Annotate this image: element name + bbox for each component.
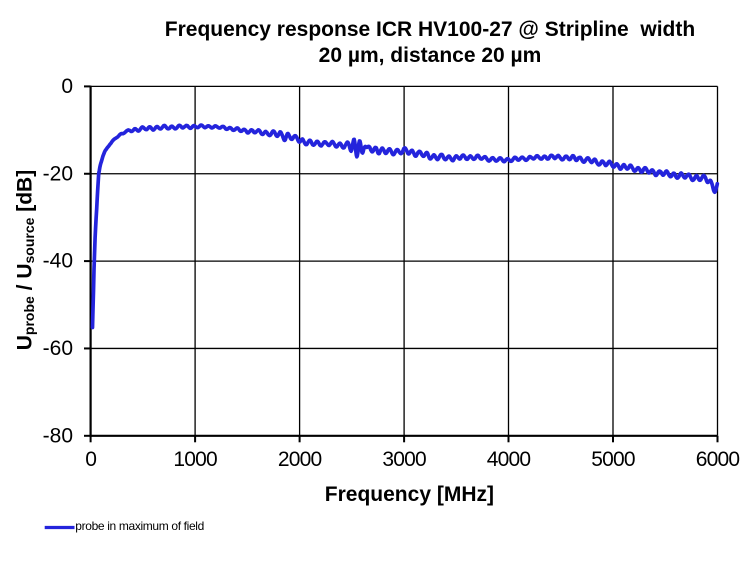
svg-text:6000: 6000 xyxy=(696,448,740,471)
svg-text:2000: 2000 xyxy=(278,448,322,471)
svg-text:0: 0 xyxy=(61,75,73,98)
svg-text:probe in maximum of field: probe in maximum of field xyxy=(75,519,204,533)
svg-text:5000: 5000 xyxy=(591,448,635,471)
svg-text:-60: -60 xyxy=(43,337,73,360)
svg-text:20 µm, distance 20 µm: 20 µm, distance 20 µm xyxy=(319,44,542,67)
svg-text:Frequency response ICR HV100-2: Frequency response ICR HV100-27 @ Stripl… xyxy=(165,18,695,41)
svg-text:3000: 3000 xyxy=(382,448,426,471)
svg-text:Uprobe / Usource [dB]: Uprobe / Usource [dB] xyxy=(14,170,38,350)
svg-text:Frequency [MHz]: Frequency [MHz] xyxy=(325,483,494,506)
svg-text:0: 0 xyxy=(85,448,96,471)
svg-text:-20: -20 xyxy=(43,162,73,185)
svg-text:4000: 4000 xyxy=(487,448,531,471)
svg-text:1000: 1000 xyxy=(173,448,217,471)
svg-text:-80: -80 xyxy=(43,424,73,447)
svg-text:-40: -40 xyxy=(43,250,73,273)
